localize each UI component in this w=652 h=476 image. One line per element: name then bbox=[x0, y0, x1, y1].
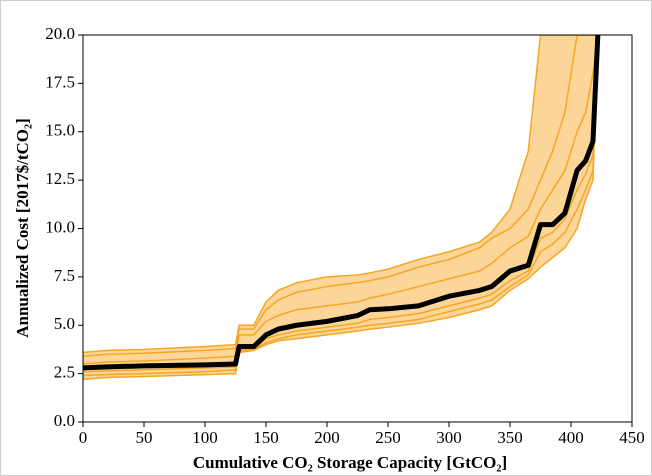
series-line bbox=[83, 35, 601, 371]
x-tick-label: 250 bbox=[375, 428, 401, 447]
y-tick-label: 10.0 bbox=[45, 217, 75, 236]
x-tick-label: 450 bbox=[619, 428, 645, 447]
x-tick-label: 0 bbox=[79, 428, 88, 447]
x-tick-label: 350 bbox=[497, 428, 523, 447]
x-tick-label: 100 bbox=[192, 428, 218, 447]
x-tick-label: 200 bbox=[314, 428, 340, 447]
x-tick-label: 300 bbox=[436, 428, 462, 447]
y-tick-label: 2.5 bbox=[54, 363, 75, 382]
y-tick-label: 20.0 bbox=[45, 24, 75, 43]
y-axis-label: Annualized Cost [2017$/tCO₂] bbox=[13, 118, 32, 338]
x-tick-label: 400 bbox=[558, 428, 584, 447]
series-line bbox=[83, 35, 598, 357]
x-tick-label: 150 bbox=[253, 428, 279, 447]
y-tick-label: 12.5 bbox=[45, 169, 75, 188]
y-tick-label: 7.5 bbox=[54, 266, 75, 285]
x-tick-label: 50 bbox=[136, 428, 153, 447]
y-tick-label: 0.0 bbox=[54, 411, 75, 430]
y-tick-label: 5.0 bbox=[54, 314, 75, 333]
y-tick-label: 17.5 bbox=[45, 72, 75, 91]
y-tick-label: 15.0 bbox=[45, 121, 75, 140]
x-axis-label: Cumulative CO₂ Storage Capacity [GtCO₂] bbox=[193, 453, 507, 472]
